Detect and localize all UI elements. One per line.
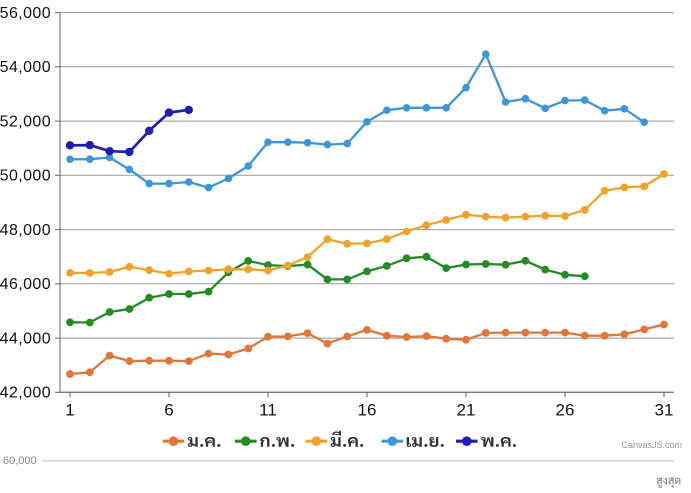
- svg-text:42,000: 42,000: [0, 385, 51, 402]
- svg-text:54,000: 54,000: [0, 59, 51, 76]
- svg-text:60,000: 60,000: [3, 455, 37, 467]
- svg-text:16: 16: [358, 401, 377, 420]
- svg-text:50,000: 50,000: [0, 168, 51, 185]
- svg-text:48,000: 48,000: [0, 222, 51, 239]
- svg-text:11: 11: [259, 401, 277, 420]
- svg-text:6: 6: [164, 401, 173, 420]
- svg-text:44,000: 44,000: [0, 331, 51, 348]
- svg-text:46,000: 46,000: [0, 276, 51, 293]
- svg-text:31: 31: [655, 401, 674, 420]
- svg-text:1: 1: [65, 401, 74, 420]
- svg-text:56,000: 56,000: [0, 5, 51, 22]
- svg-text:21: 21: [457, 401, 476, 420]
- svg-text:CanvasJS.com: CanvasJS.com: [621, 440, 682, 450]
- svg-text:52,000: 52,000: [0, 114, 51, 131]
- svg-text:26: 26: [556, 401, 575, 420]
